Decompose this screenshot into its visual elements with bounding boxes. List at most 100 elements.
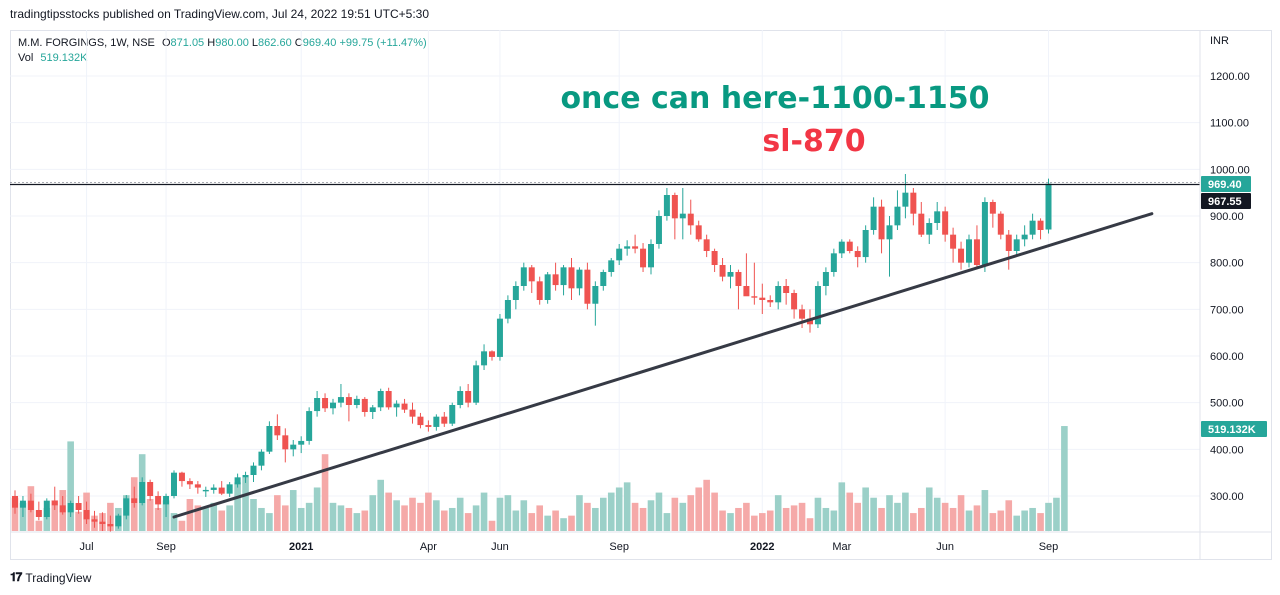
volume-bar: [250, 499, 257, 531]
volume-bar: [417, 502, 424, 531]
open-value: 871.05: [170, 37, 205, 49]
candle: [854, 246, 861, 268]
candle-body: [743, 286, 750, 297]
candle: [966, 234, 972, 268]
candle: [910, 188, 917, 226]
stoploss-annotation: sl-870: [762, 124, 865, 159]
volume-bar: [759, 513, 766, 531]
candle: [727, 265, 734, 289]
candle: [266, 421, 273, 454]
candle: [950, 227, 957, 263]
candle: [878, 199, 885, 254]
candle: [608, 258, 615, 277]
candle: [473, 360, 480, 405]
candle: [584, 262, 591, 310]
x-tick-label: Mar: [832, 541, 851, 553]
volume-bar: [544, 515, 551, 531]
candle: [648, 239, 654, 275]
high-value: 980.00: [215, 37, 249, 49]
candle-body: [655, 216, 662, 244]
candle-body: [878, 206, 885, 240]
low-value: 862.60: [258, 37, 292, 49]
candle-body: [870, 206, 877, 230]
volume-bar: [488, 520, 496, 531]
candle: [799, 304, 806, 328]
volume-bar: [35, 520, 43, 531]
candle-body: [147, 482, 154, 496]
candle: [1037, 218, 1044, 240]
candle: [425, 420, 432, 432]
candle-body: [330, 402, 336, 409]
close-value: 969.40: [302, 37, 337, 49]
candle-body: [496, 318, 503, 357]
volume-bar: [154, 507, 162, 531]
volume-bar: [647, 500, 655, 531]
candle: [83, 501, 90, 524]
volume-bar: [1021, 510, 1028, 531]
candle-body: [266, 426, 273, 452]
level-price-label-text: 967.55: [1208, 196, 1242, 208]
candle-body: [846, 241, 853, 251]
volume-bar: [870, 497, 877, 531]
candle-body: [600, 272, 607, 286]
candle: [695, 220, 702, 242]
candle: [345, 393, 352, 422]
candle-body: [115, 515, 122, 527]
candle-body: [1021, 234, 1028, 240]
candle-body: [910, 192, 917, 214]
volume-bar: [178, 520, 186, 531]
candle-body: [862, 230, 869, 258]
tradingview-logo[interactable]: 𝟏𝟕 TradingView: [10, 570, 91, 585]
volume-bar: [607, 492, 615, 531]
volume-bar: [639, 507, 647, 531]
candle: [202, 486, 209, 497]
candle: [671, 192, 678, 240]
candle: [322, 393, 329, 412]
last-price-label-text: 969.40: [1208, 179, 1242, 191]
volume-bar: [552, 510, 559, 531]
candle: [330, 398, 336, 415]
candle-body: [942, 211, 949, 235]
volume-bar: [67, 441, 74, 531]
candle: [314, 391, 321, 417]
candle-body: [441, 416, 448, 424]
candle: [552, 262, 559, 291]
candle-body: [687, 213, 694, 226]
candle: [489, 350, 495, 361]
candle-body: [918, 213, 925, 235]
candle-body: [107, 524, 114, 527]
volume-bar: [878, 507, 885, 531]
candle-body: [528, 267, 535, 282]
candle-body: [123, 498, 130, 516]
volume-bar: [456, 497, 464, 531]
candle: [528, 265, 535, 293]
candle: [290, 440, 297, 457]
volume-bar: [43, 507, 51, 531]
volume-bar: [1037, 513, 1044, 531]
volume-bar: [305, 502, 313, 531]
candle: [75, 496, 82, 514]
volume-bar: [297, 507, 305, 531]
candle-body: [1037, 220, 1044, 230]
volume-bar: [464, 513, 472, 531]
candle-body: [950, 234, 957, 249]
candle: [600, 269, 607, 291]
candle-body: [854, 251, 861, 258]
candle-body: [35, 510, 42, 517]
volume-bar: [210, 502, 218, 531]
volume-bar: [631, 502, 639, 531]
candle-body: [711, 251, 718, 265]
volume-bar: [1029, 507, 1036, 531]
volume-bar: [711, 492, 718, 531]
candle: [337, 384, 344, 408]
candle: [139, 477, 146, 506]
candle: [1029, 213, 1036, 240]
candle-body: [822, 272, 829, 286]
candle: [393, 400, 400, 417]
candle-body: [43, 500, 50, 517]
volume-bar: [886, 495, 893, 531]
candle: [735, 269, 742, 310]
candle: [544, 272, 551, 304]
candle: [59, 496, 66, 515]
